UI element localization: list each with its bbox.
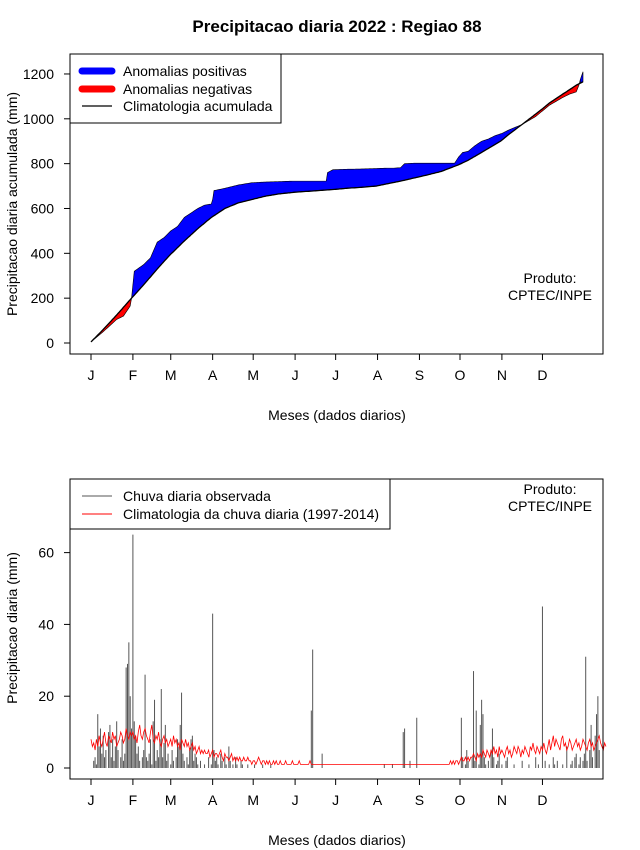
- bottom-x-tick-label: J: [292, 792, 299, 808]
- top-y-tick-label: 0: [46, 335, 54, 351]
- top-x-tick-label: S: [415, 367, 424, 383]
- top-x-tick-label: J: [88, 367, 95, 383]
- daily-climatology-line: [90, 724, 607, 766]
- cumulative-panel: 0 200 400 600 800 1000 1200 J F M A M J J A S O N D Meses…: [4, 53, 604, 423]
- bottom-x-tick-label: D: [537, 792, 547, 808]
- bottom-x-tick-label: O: [455, 792, 466, 808]
- top-y-tick-label: 600: [31, 200, 55, 216]
- bottom-y-tick-label: 60: [38, 545, 54, 561]
- observed-rain-bars: [93, 534, 600, 768]
- top-x-tick-label: J: [292, 367, 299, 383]
- top-x-tick-label: F: [129, 367, 138, 383]
- top-y-tick-label: 400: [31, 245, 55, 261]
- bottom-y-axis: 0 20 40 60: [38, 545, 71, 776]
- top-x-tick-label: A: [373, 367, 383, 383]
- bottom-x-tick-label: F: [129, 792, 138, 808]
- top-x-tick-label: O: [455, 367, 466, 383]
- chart-title: Precipitacao diaria 2022 : Regiao 88: [192, 17, 481, 36]
- legend-label-negative: Anomalias negativas: [123, 81, 252, 97]
- top-y-axis-title: Precipitacao diaria acumulada (mm): [4, 92, 20, 316]
- bottom-y-tick-label: 20: [38, 688, 54, 704]
- bottom-product-source: CPTEC/INPE: [508, 498, 592, 514]
- bottom-x-tick-label: S: [415, 792, 424, 808]
- bottom-y-tick-label: 0: [46, 760, 54, 776]
- legend-label-daily-climatology: Climatologia da chuva diaria (1997-2014): [123, 506, 379, 522]
- bottom-x-tick-label: N: [497, 792, 507, 808]
- top-y-tick-label: 200: [31, 290, 55, 306]
- bottom-x-tick-label: A: [373, 792, 383, 808]
- top-product-label: Produto:: [524, 270, 577, 286]
- bottom-legend: Chuva diaria observada Climatologia da c…: [69, 478, 391, 530]
- bottom-x-tick-label: M: [165, 792, 177, 808]
- top-y-tick-label: 1000: [23, 111, 54, 127]
- bottom-x-tick-label: J: [332, 792, 339, 808]
- top-x-tick-label: A: [208, 367, 218, 383]
- top-x-tick-label: D: [537, 367, 547, 383]
- bottom-y-tick-label: 40: [38, 616, 54, 632]
- legend-label-observed: Chuva diaria observada: [123, 488, 271, 504]
- top-x-tick-label: N: [497, 367, 507, 383]
- top-y-tick-label: 1200: [23, 66, 54, 82]
- bottom-x-tick-label: A: [208, 792, 218, 808]
- bottom-legend-box: [69, 478, 391, 530]
- climatology-cumulative-line: [90, 81, 584, 343]
- top-y-axis: 0 200 400 600 800 1000 1200: [23, 66, 71, 351]
- top-x-tick-label: M: [247, 367, 259, 383]
- top-legend: Anomalias positivas Anomalias negativas …: [69, 53, 282, 124]
- bottom-product-label: Produto:: [524, 481, 577, 497]
- legend-label-positive: Anomalias positivas: [123, 63, 247, 79]
- legend-label-climatology: Climatologia acumulada: [123, 98, 273, 114]
- bottom-x-tick-label: M: [247, 792, 259, 808]
- top-y-tick-label: 800: [31, 156, 55, 172]
- bottom-x-axis-title: Meses (dados diarios): [268, 832, 406, 848]
- top-x-axis-title: Meses (dados diarios): [268, 407, 406, 423]
- top-x-tick-label: J: [332, 367, 339, 383]
- top-x-tick-label: M: [165, 367, 177, 383]
- top-product-source: CPTEC/INPE: [508, 287, 592, 303]
- bottom-x-tick-label: J: [88, 792, 95, 808]
- bottom-y-axis-title: Precipitacao diaria (mm): [4, 552, 20, 704]
- daily-panel: 0 20 40 60 J F M A M J J A S O N D Meses (dados diario…: [4, 478, 607, 848]
